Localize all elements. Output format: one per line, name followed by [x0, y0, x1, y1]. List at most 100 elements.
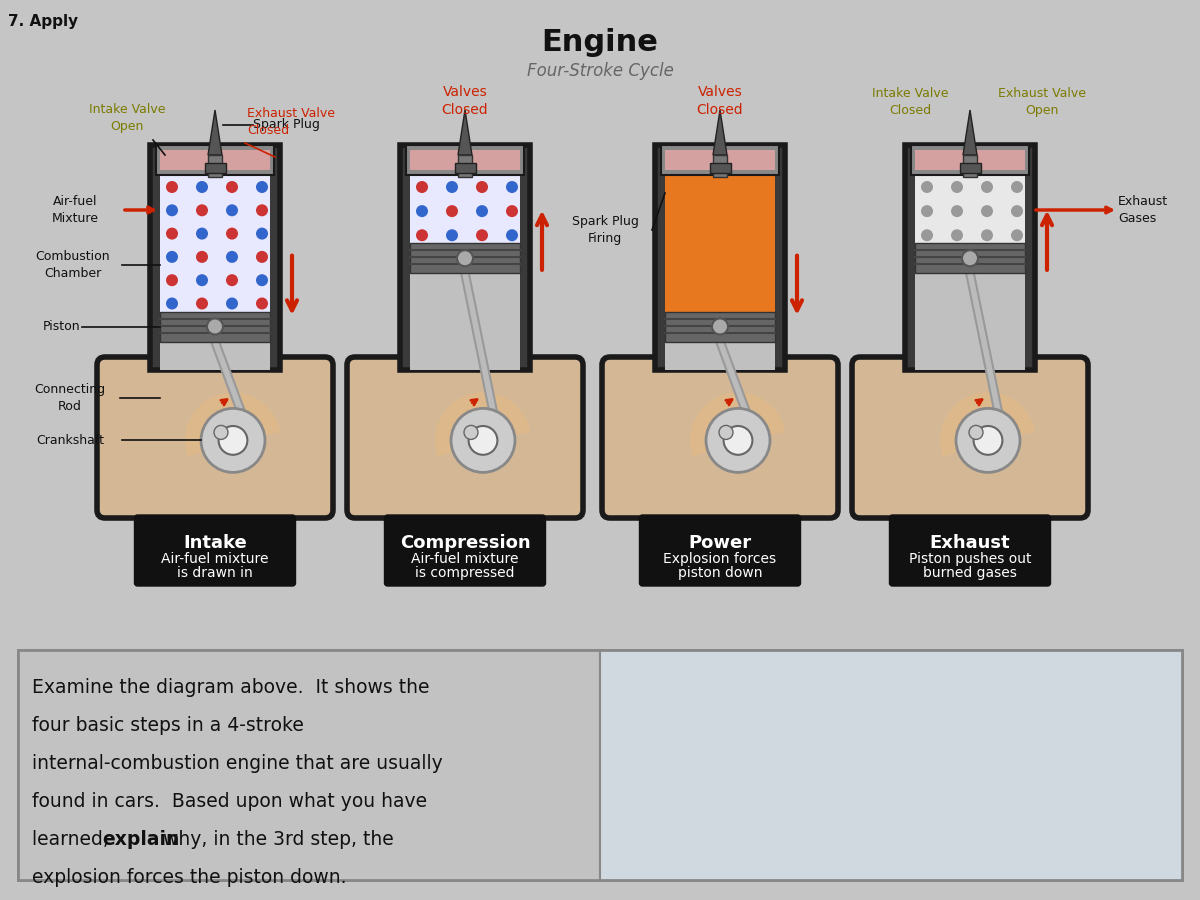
- FancyBboxPatch shape: [640, 515, 800, 586]
- Text: Power: Power: [689, 534, 751, 552]
- Circle shape: [196, 181, 208, 193]
- FancyBboxPatch shape: [97, 357, 334, 518]
- Circle shape: [416, 230, 428, 241]
- Circle shape: [1010, 230, 1022, 241]
- Circle shape: [196, 298, 208, 310]
- Text: Compression: Compression: [400, 534, 530, 552]
- Bar: [204, 163, 226, 173]
- Circle shape: [218, 426, 247, 454]
- Text: Air-fuel mixture: Air-fuel mixture: [161, 552, 269, 566]
- Circle shape: [256, 228, 268, 239]
- Circle shape: [226, 274, 238, 286]
- Bar: [18, 650, 1182, 880]
- Polygon shape: [185, 392, 281, 457]
- Circle shape: [166, 274, 178, 286]
- Text: Exhaust
Gases: Exhaust Gases: [1118, 195, 1168, 225]
- Text: Connecting
Rod: Connecting Rod: [35, 383, 106, 413]
- Bar: [960, 163, 980, 173]
- Circle shape: [166, 251, 178, 263]
- FancyBboxPatch shape: [852, 357, 1088, 518]
- Circle shape: [476, 205, 488, 217]
- Circle shape: [457, 250, 473, 266]
- Text: 7. Apply: 7. Apply: [8, 14, 78, 29]
- Bar: [655, 145, 785, 370]
- Text: Piston pushes out: Piston pushes out: [908, 552, 1031, 566]
- Bar: [916, 175, 1025, 243]
- Bar: [916, 243, 1025, 274]
- Text: Piston: Piston: [42, 320, 80, 333]
- Circle shape: [196, 274, 208, 286]
- Circle shape: [226, 228, 238, 239]
- Text: Exhaust Valve
Open: Exhaust Valve Open: [998, 87, 1086, 117]
- Circle shape: [196, 204, 208, 216]
- Bar: [160, 150, 270, 170]
- Bar: [160, 311, 270, 341]
- Circle shape: [166, 181, 178, 193]
- Bar: [18, 650, 600, 880]
- Circle shape: [973, 426, 1002, 454]
- Bar: [410, 175, 520, 370]
- Polygon shape: [940, 392, 1036, 457]
- Polygon shape: [690, 392, 785, 457]
- Circle shape: [724, 426, 752, 454]
- Text: Valves
Closed: Valves Closed: [442, 85, 488, 117]
- Circle shape: [469, 426, 498, 454]
- Polygon shape: [713, 110, 727, 155]
- Bar: [665, 150, 775, 170]
- Bar: [455, 163, 475, 173]
- Polygon shape: [436, 392, 530, 457]
- Polygon shape: [208, 110, 222, 155]
- Bar: [410, 175, 520, 243]
- Circle shape: [256, 251, 268, 263]
- FancyBboxPatch shape: [384, 515, 546, 586]
- FancyBboxPatch shape: [602, 357, 838, 518]
- Bar: [964, 155, 977, 177]
- FancyBboxPatch shape: [347, 357, 583, 518]
- Circle shape: [719, 426, 733, 439]
- Circle shape: [256, 298, 268, 310]
- Circle shape: [956, 409, 1020, 472]
- Circle shape: [1010, 181, 1022, 193]
- Bar: [665, 311, 775, 341]
- Circle shape: [226, 181, 238, 193]
- Text: explain: explain: [102, 830, 180, 849]
- Circle shape: [451, 409, 515, 472]
- Text: is drawn in: is drawn in: [178, 566, 253, 580]
- Bar: [458, 155, 472, 177]
- FancyBboxPatch shape: [134, 515, 295, 586]
- FancyBboxPatch shape: [889, 515, 1050, 586]
- Text: Intake Valve
Open: Intake Valve Open: [89, 103, 166, 133]
- Circle shape: [962, 250, 978, 266]
- Text: Spark Plug
Firing: Spark Plug Firing: [571, 215, 638, 245]
- Circle shape: [982, 230, 994, 241]
- Circle shape: [226, 251, 238, 263]
- Text: four basic steps in a 4-stroke: four basic steps in a 4-stroke: [32, 716, 304, 735]
- Circle shape: [706, 409, 770, 472]
- Circle shape: [446, 230, 458, 241]
- Bar: [150, 145, 280, 370]
- Bar: [665, 175, 775, 370]
- Text: found in cars.  Based upon what you have: found in cars. Based upon what you have: [32, 792, 427, 811]
- Polygon shape: [458, 110, 472, 155]
- Circle shape: [952, 230, 964, 241]
- Circle shape: [256, 181, 268, 193]
- Circle shape: [982, 205, 994, 217]
- Circle shape: [202, 409, 265, 472]
- Bar: [18, 650, 1182, 880]
- Text: Spark Plug: Spark Plug: [253, 118, 320, 131]
- Circle shape: [196, 228, 208, 239]
- Text: Examine the diagram above.  It shows the: Examine the diagram above. It shows the: [32, 678, 430, 697]
- Text: Air-fuel
Mixture: Air-fuel Mixture: [52, 195, 98, 225]
- Text: Combustion
Chamber: Combustion Chamber: [36, 250, 110, 280]
- Bar: [905, 145, 1034, 370]
- Text: learned,: learned,: [32, 830, 115, 849]
- Circle shape: [214, 426, 228, 439]
- Circle shape: [464, 426, 478, 439]
- Circle shape: [476, 230, 488, 241]
- Circle shape: [446, 181, 458, 193]
- Circle shape: [208, 319, 223, 335]
- Text: Four-Stroke Cycle: Four-Stroke Cycle: [527, 62, 673, 80]
- Text: Exhaust: Exhaust: [930, 534, 1010, 552]
- Text: explosion forces the piston down.: explosion forces the piston down.: [32, 868, 347, 887]
- Circle shape: [970, 426, 983, 439]
